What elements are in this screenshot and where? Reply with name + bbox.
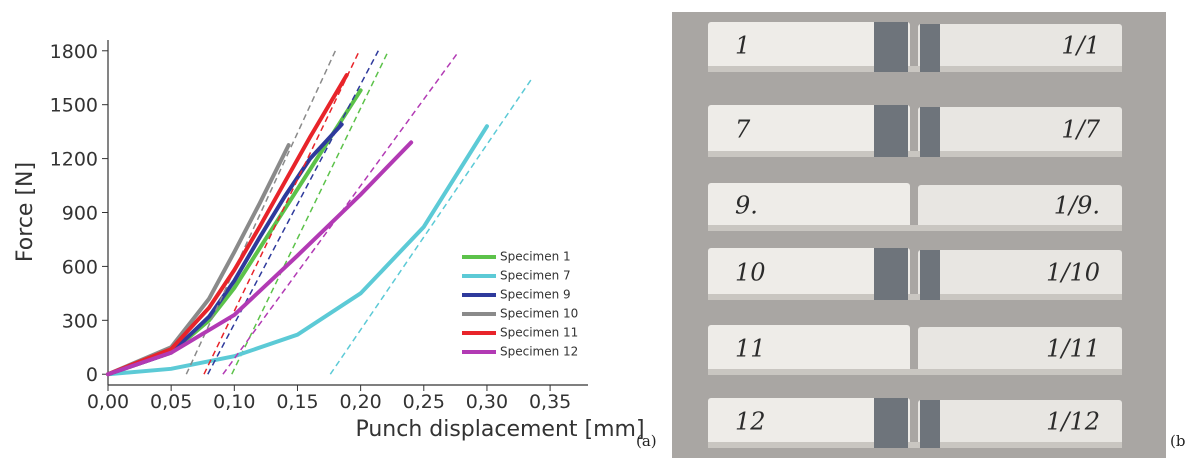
specimen-right (918, 185, 1122, 231)
legend-label: Specimen 11 (500, 326, 578, 340)
y-tick-label: 600 (62, 256, 98, 278)
photo-content: 1 1/1 7 1/7 9. 1/9. 10 1/10 11 1/11 12 1/12 (708, 22, 1122, 448)
y-tick-label: 300 (62, 310, 98, 332)
curve (106, 140, 414, 377)
specimen-label: 11 (735, 335, 766, 363)
tab (920, 250, 940, 300)
y-tick-label: 1200 (50, 149, 98, 171)
fit-line (222, 52, 459, 375)
panel-label: (b (1170, 432, 1185, 450)
legend-label: Specimen 12 (500, 345, 578, 359)
legend-label: Specimen 1 (500, 250, 571, 264)
specimen-shadow (708, 294, 1122, 300)
specimen-left (708, 183, 910, 231)
specimen-label: 10 (735, 259, 766, 287)
chart: 0,00 0,05 0,10 0,15 0,20 0,25 0,30 0,35 0 300 600 9… (50, 40, 588, 413)
specimen-label: 1 (735, 32, 750, 60)
tab (874, 105, 908, 157)
photo (672, 12, 1166, 458)
specimen-label: 1/9. (1054, 192, 1100, 220)
specimen-shadow (708, 225, 1122, 231)
curve (106, 124, 489, 377)
panel-label: (a) (636, 432, 657, 450)
specimen-label: 1/10 (1046, 259, 1100, 287)
specimen-label: 1/12 (1046, 408, 1100, 436)
x-tick-label: 0,30 (466, 391, 508, 413)
specimen-left (708, 22, 910, 72)
specimen-right (918, 24, 1122, 72)
tab (874, 22, 908, 72)
specimen-right (918, 327, 1122, 375)
legend-label: Specimen 10 (500, 307, 578, 321)
specimen-shadow (708, 66, 1122, 72)
specimen-shadow (708, 151, 1122, 157)
specimen-shadow (708, 442, 1122, 448)
tab (874, 398, 908, 448)
curve (106, 143, 291, 377)
x-tick-label: 0,20 (339, 391, 381, 413)
x-tick-label: 0,00 (87, 391, 129, 413)
specimen-right (918, 400, 1122, 448)
specimen-left (708, 398, 910, 448)
x-tick-label: 0,10 (213, 391, 255, 413)
specimen-right (918, 250, 1122, 300)
y-tick-label: 1800 (50, 41, 98, 63)
specimen-label: 9. (735, 192, 758, 220)
specimen-shadow (708, 369, 1122, 375)
curve (106, 73, 349, 377)
tab (920, 24, 940, 72)
x-tick-label: 0,05 (150, 391, 192, 413)
fit-line (207, 50, 379, 375)
specimen-left (708, 325, 910, 375)
x-tick-label: 0,35 (529, 391, 571, 413)
tab (920, 107, 940, 157)
y-tick-label: 1500 (50, 95, 98, 117)
specimen-right (918, 107, 1122, 157)
y-tick-label: 0 (86, 364, 98, 386)
y-axis-label: Force [N] (13, 162, 38, 262)
specimen-label: 7 (735, 116, 751, 144)
tab (920, 400, 940, 448)
specimen-label: 12 (735, 408, 766, 436)
tab (874, 248, 908, 300)
legend-label: Specimen 9 (500, 288, 571, 302)
x-tick-label: 0,15 (276, 391, 318, 413)
y-tick-label: 900 (62, 203, 98, 225)
legend-label: Specimen 7 (500, 269, 571, 283)
x-tick-label: 0,25 (403, 391, 445, 413)
x-axis-label: Punch displacement [mm] (355, 417, 644, 442)
specimen-left (708, 248, 910, 300)
specimen-label: 1/7 (1061, 116, 1100, 144)
specimen-left (708, 105, 910, 157)
specimen-label: 1/11 (1046, 335, 1100, 363)
specimen-label: 1/1 (1061, 32, 1100, 60)
